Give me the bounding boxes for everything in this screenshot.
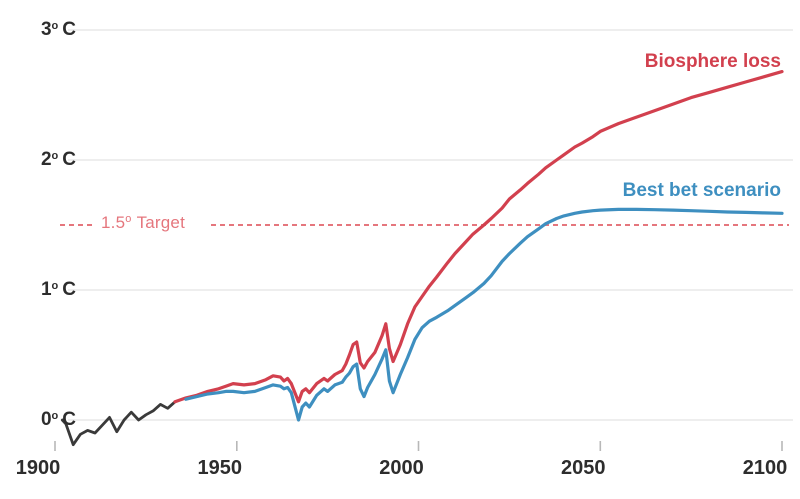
x-axis-label-2100: 2100 xyxy=(742,457,788,479)
y-axis-label-1deg: 1o C xyxy=(40,279,76,300)
y-axis-label-3deg: 3o C xyxy=(40,19,76,40)
x-axis-label-2000: 2000 xyxy=(379,457,424,479)
y-axis-label-0deg: 0o C xyxy=(40,409,76,430)
x-axis-label-1900: 1900 xyxy=(15,457,61,479)
y-axis-label-2deg: 2o C xyxy=(40,149,76,170)
series-line-historical xyxy=(60,400,177,447)
target-degree-sign: o xyxy=(125,213,132,225)
series-line-biosphere-loss xyxy=(173,70,784,404)
best-bet-scenario-series-label: Best bet scenario xyxy=(622,180,781,201)
target-word-text: Target xyxy=(136,213,186,232)
target-line-label: 1.5o Target xyxy=(101,213,185,233)
target-value-text: 1.5 xyxy=(101,213,126,232)
series-line-best-bet-scenario xyxy=(184,207,784,422)
x-axis-label-1950: 1950 xyxy=(197,457,243,479)
biosphere-loss-series-label: Biosphere loss xyxy=(644,51,781,72)
x-axis-label-2050: 2050 xyxy=(561,457,606,479)
